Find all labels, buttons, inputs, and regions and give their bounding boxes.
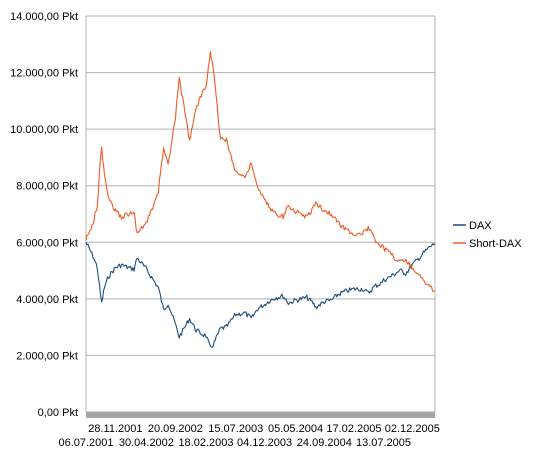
x-tick-label: 20.09.2002 [148,423,203,435]
y-tick-label: 2.000,00 Pkt [16,350,78,362]
x-tick-label: 05.05.2004 [268,423,323,435]
legend-label: Short-DAX [469,238,522,250]
x-tick-label: 04.12.2003 [237,437,292,449]
x-tick-label: 28.11.2001 [88,423,142,435]
y-tick-label: 8.000,00 Pkt [16,181,78,193]
x-tick-label: 24.09.2004 [297,437,352,449]
x-axis-band [86,412,435,418]
x-tick-label: 18.02.2003 [178,437,233,449]
series-line-dax [85,241,436,348]
y-tick-label: 12.000,00 Pkt [10,68,78,80]
y-tick-label: 0,00 Pkt [38,407,78,419]
y-axis-ticks: 0,00 Pkt 2.000,00 Pkt 4.000,00 Pkt 6.000,00… [10,11,78,419]
x-tick-label: 06.07.2001 [58,437,113,449]
series-line-short-dax [85,51,436,292]
x-tick-label: 15.07.2003 [208,423,263,435]
y-tick-label: 10.000,00 Pkt [10,124,78,136]
x-tick-label: 30.04.2002 [119,437,174,449]
gridlines [85,15,436,413]
y-tick-label: 4.000,00 Pkt [16,294,78,306]
series-lines [85,51,436,348]
x-tick-label: 02.12.2005 [385,423,440,435]
y-tick-label: 14.000,00 Pkt [10,11,78,23]
x-axis-ticks: 28.11.2001 20.09.2002 15.07.2003 05.05.2004… [58,412,440,449]
x-tick-label: 17.02.2005 [326,423,381,435]
x-tick-label: 13.07.2005 [356,437,411,449]
legend-label: DAX [469,220,492,232]
y-tick-label: 6.000,00 Pkt [16,237,78,249]
legend: DAX Short-DAX [453,220,522,250]
